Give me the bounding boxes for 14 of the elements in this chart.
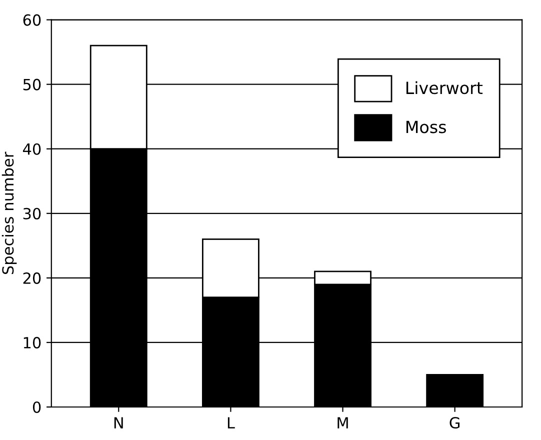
y-tick-label: 20 — [23, 272, 41, 284]
y-tick-label: 50 — [23, 78, 41, 90]
y-tick-label: 30 — [23, 208, 41, 220]
legend-label: Liverwort — [406, 81, 483, 94]
y-axis-title: Species number — [2, 152, 17, 274]
x-tick-label: M — [338, 417, 348, 428]
y-tick-label: 0 — [32, 401, 41, 414]
x-tick-label: G — [450, 416, 460, 429]
legend-label: Moss — [406, 120, 446, 134]
y-tick-label: 60 — [23, 14, 41, 26]
x-tick-label: N — [114, 417, 123, 428]
y-tick-label: 40 — [22, 143, 41, 155]
y-tick-label: 10 — [24, 336, 41, 348]
x-tick-label: L — [228, 417, 235, 428]
